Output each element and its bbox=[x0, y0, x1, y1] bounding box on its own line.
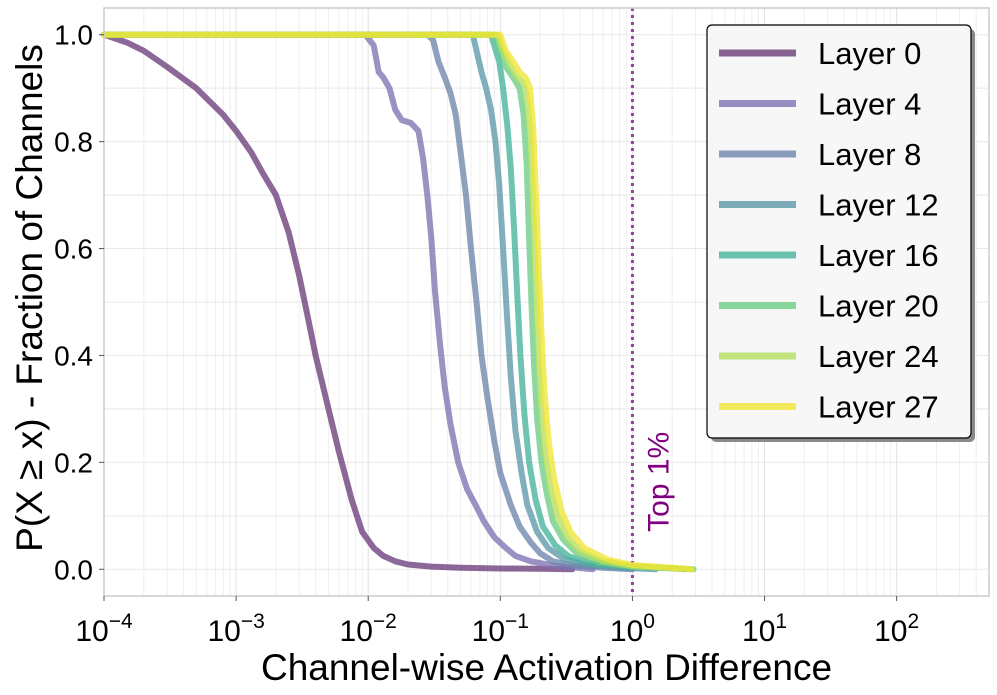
series-line-layer-12 bbox=[101, 31, 659, 573]
y-tick-label: 0.4 bbox=[54, 340, 93, 371]
series-lines bbox=[101, 31, 697, 573]
y-tick-label: 0.6 bbox=[54, 234, 93, 265]
legend-box bbox=[706, 24, 972, 439]
y-tick-label: 0.2 bbox=[54, 447, 93, 478]
series-line-layer-16 bbox=[101, 31, 688, 573]
series-line-layer-4 bbox=[101, 31, 596, 573]
x-tick-label: 10−1 bbox=[472, 610, 529, 648]
legend-label: Layer 20 bbox=[818, 289, 939, 324]
x-tick-label: 102 bbox=[874, 610, 919, 648]
y-axis-ticks: 0.0 0.2 0.4 0.6 0.8 1.0 bbox=[54, 20, 104, 585]
series-line-layer-0 bbox=[101, 31, 576, 573]
x-axis-ticks: 10−4 10−3 10−2 10−1 100 101 102 bbox=[75, 596, 919, 648]
grid bbox=[103, 8, 990, 596]
threshold-marker: Top 1% bbox=[630, 8, 675, 596]
x-tick-label: 10−3 bbox=[207, 610, 264, 648]
legend-label: Layer 24 bbox=[818, 339, 939, 374]
legend-label: Layer 27 bbox=[818, 390, 939, 425]
y-axis-label: P(X ≥ x) - Fraction of Channels bbox=[9, 44, 50, 552]
x-axis-label: Channel-wise Activation Difference bbox=[261, 647, 832, 688]
plot-frame bbox=[103, 7, 990, 597]
series-line-layer-27 bbox=[101, 31, 695, 573]
top-1-percent-label: Top 1% bbox=[642, 432, 675, 532]
x-tick-label: 10−4 bbox=[75, 610, 133, 648]
series-line-layer-24 bbox=[101, 31, 695, 573]
y-tick-label: 0.0 bbox=[54, 554, 93, 585]
x-tick-label: 100 bbox=[610, 610, 655, 648]
legend-label: Layer 12 bbox=[818, 188, 939, 223]
series-line-layer-8 bbox=[101, 31, 636, 573]
legend-label: Layer 4 bbox=[818, 87, 921, 122]
y-tick-label: 0.8 bbox=[54, 127, 93, 158]
legend-label: Layer 16 bbox=[818, 238, 939, 273]
y-tick-label: 1.0 bbox=[54, 20, 93, 51]
legend-label: Layer 8 bbox=[818, 137, 921, 172]
legend: Layer 0 Layer 4 Layer 8 Layer 12 Layer 16 Lay… bbox=[706, 24, 975, 442]
x-tick-label: 10−2 bbox=[340, 610, 397, 648]
legend-label: Layer 0 bbox=[818, 36, 921, 71]
x-tick-label: 101 bbox=[742, 610, 787, 648]
series-line-layer-20 bbox=[101, 31, 697, 573]
